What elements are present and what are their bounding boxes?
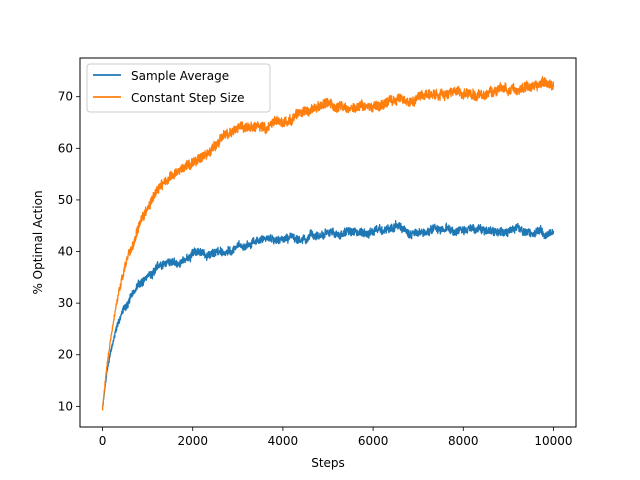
y-axis: 10 20 30 40 50 60 70 xyxy=(58,90,80,413)
series-line-sample-average xyxy=(101,220,555,408)
y-tick-label: 30 xyxy=(58,296,73,310)
legend-label-sample-average: Sample Average xyxy=(131,69,229,83)
legend-box xyxy=(86,63,271,113)
x-tick-label: 4000 xyxy=(268,434,299,448)
x-axis-label: Steps xyxy=(311,456,345,470)
y-tick-label: 40 xyxy=(58,245,73,259)
series-layer xyxy=(101,76,555,411)
legend: Sample Average Constant Step Size xyxy=(86,63,271,113)
y-tick-label: 10 xyxy=(58,399,73,413)
y-tick-label: 20 xyxy=(58,348,73,362)
y-tick-label: 70 xyxy=(58,90,73,104)
y-axis-label: % Optimal Action xyxy=(31,190,45,294)
axes-frame xyxy=(79,57,577,428)
x-tick-label: 0 xyxy=(99,434,107,448)
x-axis: 0 2000 4000 6000 8000 10000 xyxy=(99,427,573,448)
x-tick-label: 6000 xyxy=(358,434,389,448)
x-tick-label: 2000 xyxy=(177,434,208,448)
y-tick-label: 60 xyxy=(58,141,73,155)
y-tick-label: 50 xyxy=(58,193,73,207)
plot-area xyxy=(79,57,577,428)
x-tick-label: 10000 xyxy=(534,434,572,448)
series-line-constant-step-size xyxy=(101,76,555,411)
legend-label-constant-step-size: Constant Step Size xyxy=(131,91,245,105)
x-tick-label: 8000 xyxy=(448,434,479,448)
